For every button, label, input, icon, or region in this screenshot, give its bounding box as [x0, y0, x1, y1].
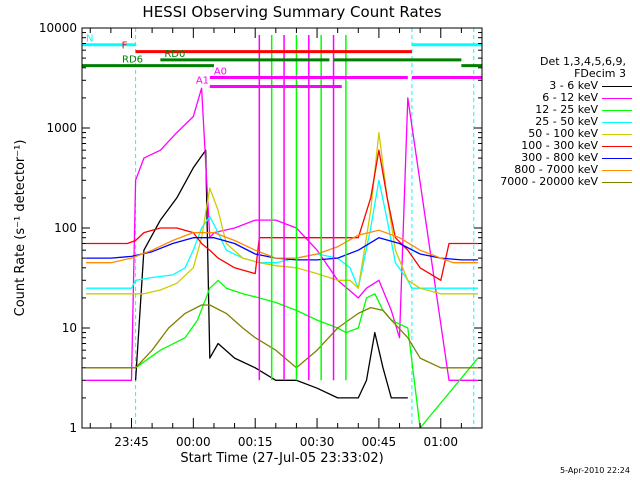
y-tick-label-2: 100 — [54, 221, 77, 235]
legend-item: 12 - 25 keV — [486, 104, 636, 116]
series-line-300-800kev — [86, 237, 478, 261]
legend-swatch — [602, 98, 632, 99]
legend-item: 50 - 100 keV — [486, 128, 636, 140]
legend-item: 7000 - 20000 keV — [486, 176, 636, 188]
legend-item: 300 - 800 keV — [486, 152, 636, 164]
series-line-6-12kev — [86, 87, 478, 381]
legend-label: 50 - 100 keV — [528, 127, 598, 140]
state-label-rd6: RD6 — [122, 55, 143, 66]
x-tick-label-3: 00:30 — [300, 435, 335, 449]
legend-label: 7000 - 20000 keV — [500, 175, 598, 188]
legend-swatch — [602, 134, 632, 135]
state-label-n: N — [86, 34, 93, 45]
series-line-3-6kev — [134, 149, 408, 399]
series-line-12-25kev — [86, 279, 479, 428]
legend-label: 25 - 50 keV — [535, 115, 598, 128]
x-tick-label-0: 23:45 — [114, 435, 149, 449]
x-tick-label-4: 00:45 — [362, 435, 397, 449]
x-tick-label-2: 00:15 — [238, 435, 273, 449]
state-label-a1: A1 — [196, 76, 209, 87]
series-line-25-50kev — [86, 179, 478, 289]
legend-swatch — [602, 158, 632, 159]
legend-swatch — [602, 110, 632, 111]
state-label-rd0: RD0 — [164, 49, 185, 60]
legend-item: 25 - 50 keV — [486, 116, 636, 128]
legend-swatch — [602, 122, 632, 123]
legend: Det 1,3,4,5,6,9, FDecim 3 3 - 6 keV 6 - 1… — [486, 56, 636, 188]
legend-label: 12 - 25 keV — [535, 103, 598, 116]
series-line-7000-20000kev — [86, 304, 478, 369]
legend-label: 100 - 300 keV — [521, 139, 598, 152]
legend-item: 6 - 12 keV — [486, 92, 636, 104]
y-axis-label: Count Rate (s⁻¹ detector⁻¹) — [13, 140, 28, 317]
y-tick-label-3: 1000 — [46, 121, 77, 135]
legend-swatch — [602, 170, 632, 171]
x-axis-label: Start Time (27-Jul-05 23:33:02) — [180, 451, 383, 466]
y-tick-label-4: 10000 — [39, 21, 77, 35]
x-tick-label-5: 01:00 — [423, 435, 458, 449]
chart-title: HESSI Observing Summary Count Rates — [142, 3, 441, 21]
x-tick-label-1: 00:00 — [176, 435, 211, 449]
state-label-f: F — [122, 41, 128, 52]
legend-title-line-2: FDecim 3 — [574, 67, 626, 80]
y-tick-label-0: 1 — [69, 421, 77, 435]
legend-swatch — [602, 182, 632, 183]
datestamp: 5-Apr-2010 22:24 — [560, 466, 630, 475]
state-label-a0: A0 — [214, 66, 227, 77]
legend-title-line-1: Det 1,3,4,5,6,9, — [539, 55, 626, 68]
legend-swatch — [602, 146, 632, 147]
legend-label: 3 - 6 keV — [549, 79, 598, 92]
series-line-800-7000kev — [86, 229, 478, 264]
legend-label: 800 - 7000 keV — [514, 163, 598, 176]
legend-item: 800 - 7000 keV — [486, 164, 636, 176]
series-line-50-100kev — [86, 131, 478, 295]
legend-item: 3 - 6 keV — [486, 80, 636, 92]
legend-label: 6 - 12 keV — [542, 91, 598, 104]
legend-swatch — [602, 86, 632, 87]
legend-item: 100 - 300 keV — [486, 140, 636, 152]
y-tick-label-1: 10 — [62, 321, 77, 335]
legend-label: 300 - 800 keV — [521, 151, 598, 164]
